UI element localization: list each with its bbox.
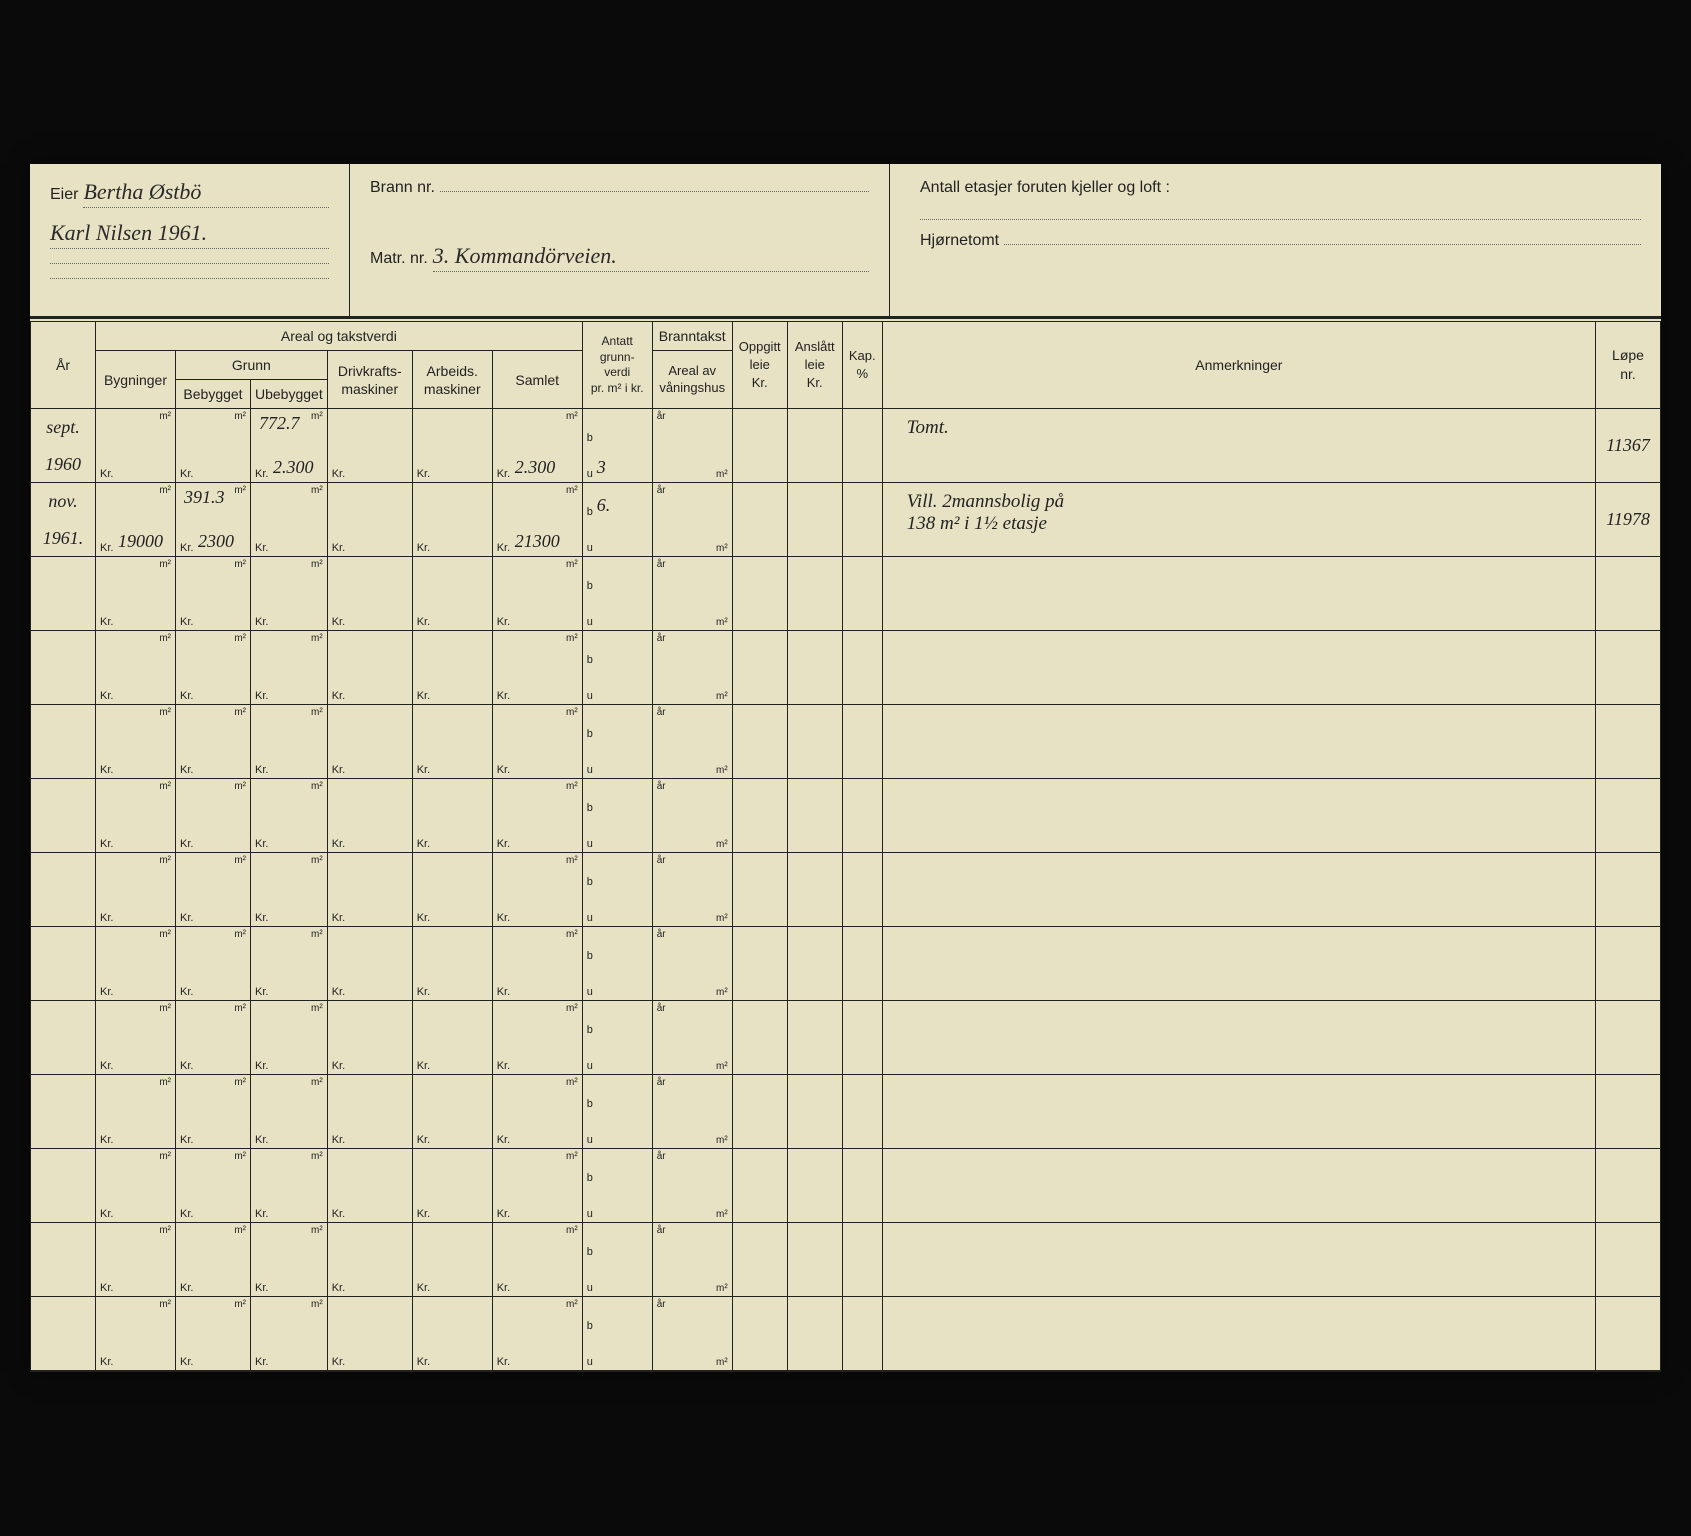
etasjer-value [920,217,1641,220]
etasjer-box: Antall etasjer foruten kjeller og loft :… [890,164,1661,316]
col-grunn: Grunn [176,351,328,380]
eier-blank-1 [50,261,329,264]
table-head: År Areal og takstverdi Antattgrunn-verdi… [31,320,1661,409]
col-antatt: Antattgrunn-verdipr. m² i kr. [582,320,652,409]
table-row: m²m²m²m²bår [31,853,1661,890]
etasjer-label: Antall etasjer foruten kjeller og loft : [920,179,1170,197]
eier-box: Eier Bertha Østbö Karl Nilsen 1961. [30,164,350,316]
col-kap: Kap.% [842,320,882,409]
table-row: m²m²m²m²bår [31,705,1661,742]
brann-label: Brann nr. [370,179,435,197]
col-ubebygget: Ubebygget [251,380,328,409]
matr-value: 3. Kommandörveien. [433,243,869,272]
col-bebygget: Bebygget [176,380,251,409]
col-areal-av: Areal avvåningshus [652,351,732,409]
table-row: m²m²m²m²bår [31,631,1661,668]
brann-box: Brann nr. Matr. nr. 3. Kommandörveien. [350,164,890,316]
table-row: m²m²m²m²bår [31,779,1661,816]
table-row: sept.m²m²m²772.7m²bårTomt.11367 [31,409,1661,446]
col-anm: Anmerkninger [882,320,1595,409]
matr-label: Matr. nr. [370,250,428,268]
brann-value [440,189,869,192]
table-row: m²m²m²m²bår [31,1297,1661,1334]
col-oppgitt: OppgittleieKr. [732,320,787,409]
table-row: m²m²m²m²bår [31,927,1661,964]
col-drivkraft: Drivkrafts-maskiner [327,351,412,409]
col-ar: År [31,320,96,409]
col-lope: Løpenr. [1596,320,1661,409]
col-anslatt: AnslåttleieKr. [787,320,842,409]
table-row: m²m²m²m²bår [31,1075,1661,1112]
hjorne-value [1004,242,1641,245]
table-row: m²m²m²m²bår [31,557,1661,594]
col-arbeids: Arbeids.maskiner [412,351,492,409]
table-row: m²m²m²m²bår [31,1223,1661,1260]
col-areal-takst: Areal og takstverdi [96,320,583,351]
main-table: År Areal og takstverdi Antattgrunn-verdi… [30,318,1661,1372]
hjorne-label: Hjørnetomt [920,232,999,250]
col-samlet: Samlet [492,351,582,409]
table-row: m²m²m²m²bår [31,1001,1661,1038]
eier-blank-2 [50,276,329,279]
col-branntakst: Branntakst [652,320,732,351]
eier-value-1: Bertha Østbö [83,179,329,208]
header-section: Eier Bertha Østbö Karl Nilsen 1961. Bran… [30,164,1661,318]
table-body: sept.m²m²m²772.7m²bårTomt.113671960Kr.Kr… [31,409,1661,1371]
col-bygninger: Bygninger [96,351,176,409]
document-page: Eier Bertha Østbö Karl Nilsen 1961. Bran… [30,164,1661,1372]
table-row: nov.m²m²391.3m²m²b6.årVill. 2mannsbolig … [31,483,1661,520]
eier-label: Eier [50,186,78,204]
table-row: m²m²m²m²bår [31,1149,1661,1186]
eier-value-2: Karl Nilsen 1961. [50,220,329,249]
